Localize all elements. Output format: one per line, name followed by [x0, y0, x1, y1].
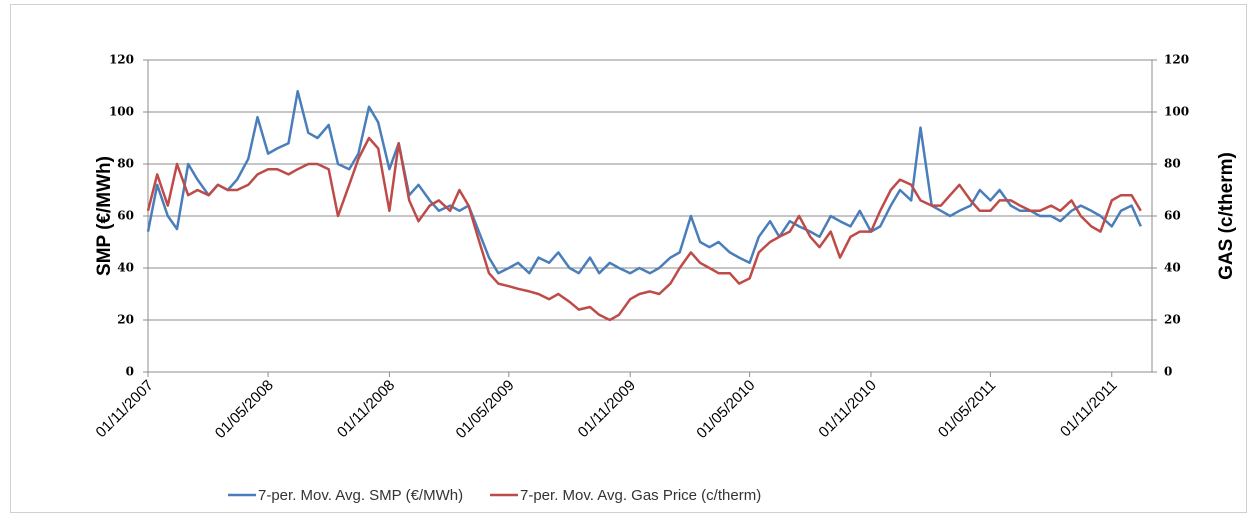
y2-tick-label: 0	[1164, 365, 1172, 379]
x-tick-label: 01/11/2011	[1057, 377, 1121, 441]
x-tick-label: 01/11/2010	[815, 377, 879, 441]
y-tick-label: 120	[109, 53, 134, 67]
y-tick-label: 60	[117, 209, 134, 223]
legend-label: 7-per. Mov. Avg. SMP (€/MWh)	[258, 487, 463, 504]
y2-tick-label: 40	[1164, 261, 1181, 275]
x-tick-label: 01/11/2007	[93, 377, 157, 441]
x-tick-label: 01/05/2011	[935, 377, 999, 441]
x-tick-label: 01/11/2009	[575, 377, 639, 441]
y2-tick-label: 100	[1164, 105, 1189, 119]
x-tick-label: 01/05/2010	[693, 377, 758, 442]
y2-tick-label: 80	[1164, 157, 1181, 171]
y-tick-label: 20	[117, 313, 134, 327]
y2-tick-label: 20	[1164, 313, 1181, 327]
y-axis-title: SMP (€/MWh)	[94, 156, 115, 276]
x-tick-label: 01/05/2008	[212, 377, 277, 442]
x-tick-label: 01/05/2009	[453, 377, 518, 442]
legend-label: 7-per. Mov. Avg. Gas Price (c/therm)	[520, 487, 761, 504]
y-tick-label: 100	[109, 105, 134, 119]
x-tick-label: 01/11/2008	[334, 377, 398, 441]
series-line	[146, 136, 1142, 322]
y-tick-label: 40	[117, 261, 134, 275]
y2-tick-label: 120	[1164, 53, 1189, 67]
chart-border	[10, 4, 1247, 513]
y2-axis-title: GAS (c/therm)	[1216, 152, 1237, 280]
y-tick-label: 80	[117, 157, 134, 171]
series-line	[146, 89, 1142, 275]
y-tick-label: 0	[126, 365, 134, 379]
y2-tick-label: 60	[1164, 209, 1181, 223]
